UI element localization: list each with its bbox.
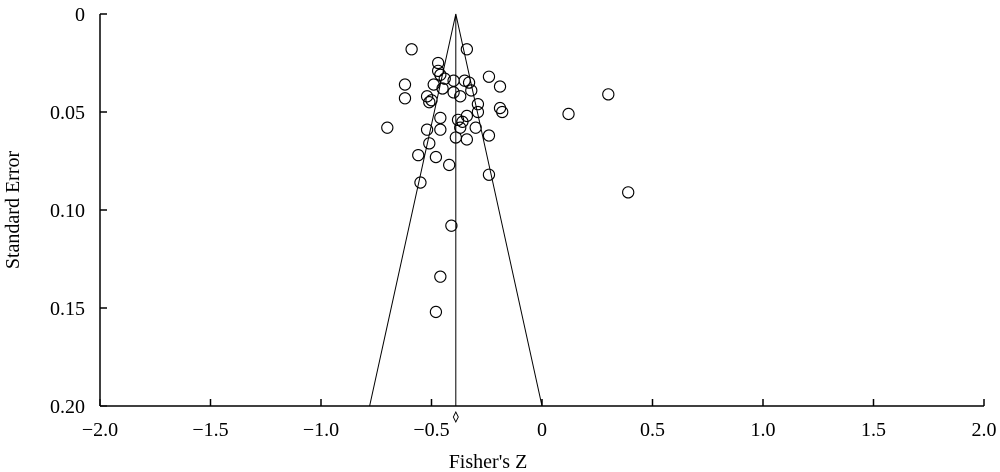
study-point bbox=[465, 84, 478, 97]
study-point bbox=[381, 121, 394, 134]
study-point bbox=[622, 186, 635, 199]
points-layer bbox=[381, 43, 635, 319]
study-point bbox=[471, 105, 485, 119]
study-point bbox=[420, 123, 434, 136]
study-point bbox=[436, 82, 449, 95]
study-point bbox=[482, 129, 496, 142]
study-point bbox=[427, 78, 440, 91]
x-tick-label: 2.0 bbox=[972, 419, 997, 441]
study-point bbox=[398, 92, 412, 105]
y-tick-label: 0.20 bbox=[50, 396, 85, 418]
study-point bbox=[496, 105, 509, 119]
study-point bbox=[425, 94, 438, 107]
study-point bbox=[434, 270, 447, 283]
y-tick-label: 0.15 bbox=[50, 298, 85, 320]
x-tick-label: 0.5 bbox=[640, 419, 665, 441]
y-tick-label: 0.10 bbox=[50, 200, 85, 222]
study-point bbox=[602, 88, 615, 101]
study-point bbox=[438, 72, 451, 85]
study-point bbox=[562, 107, 575, 121]
study-point bbox=[429, 305, 443, 319]
study-point bbox=[429, 150, 443, 164]
study-point bbox=[423, 137, 436, 150]
study-point bbox=[414, 176, 427, 189]
x-axis-title: Fisher's Z bbox=[449, 451, 528, 472]
study-point bbox=[423, 96, 436, 109]
study-point bbox=[443, 158, 456, 172]
study-point bbox=[398, 78, 412, 91]
pooled-effect-diamond bbox=[452, 410, 459, 424]
ticks-layer: −2.0 −1.5 −1.0 −0.5 0 0.5 1.0 1.5 2.0 0 0.05 0.10 0.… bbox=[50, 4, 997, 441]
study-point bbox=[460, 43, 474, 56]
x-tick-label: −0.5 bbox=[413, 419, 449, 441]
study-point bbox=[431, 56, 445, 70]
x-tick-label: −2.0 bbox=[82, 419, 118, 441]
study-point bbox=[493, 80, 507, 93]
y-tick-label: 0.05 bbox=[50, 102, 85, 124]
study-point bbox=[434, 68, 447, 81]
study-point bbox=[434, 111, 447, 125]
study-point bbox=[460, 133, 474, 146]
x-tick-label: 1.0 bbox=[751, 419, 776, 441]
y-tick-label: 0 bbox=[75, 4, 85, 26]
x-tick-label: 1.5 bbox=[861, 419, 886, 441]
study-point bbox=[434, 123, 447, 136]
funnel-layer bbox=[369, 13, 543, 407]
axes-layer bbox=[99, 14, 984, 407]
study-point bbox=[482, 168, 496, 181]
x-tick-label: −1.0 bbox=[303, 419, 339, 441]
study-point bbox=[454, 90, 467, 103]
study-point bbox=[471, 98, 485, 111]
study-point bbox=[469, 121, 482, 134]
study-point bbox=[405, 43, 418, 56]
study-point bbox=[482, 70, 496, 83]
study-point bbox=[456, 115, 469, 128]
y-axis-title: Standard Error bbox=[2, 151, 24, 270]
study-point bbox=[462, 76, 476, 89]
x-tick-label: 0 bbox=[537, 419, 547, 441]
study-point bbox=[447, 86, 460, 99]
study-point bbox=[420, 90, 434, 103]
study-point bbox=[412, 148, 425, 162]
x-tick-label: −1.5 bbox=[192, 419, 228, 441]
study-point bbox=[445, 219, 458, 232]
